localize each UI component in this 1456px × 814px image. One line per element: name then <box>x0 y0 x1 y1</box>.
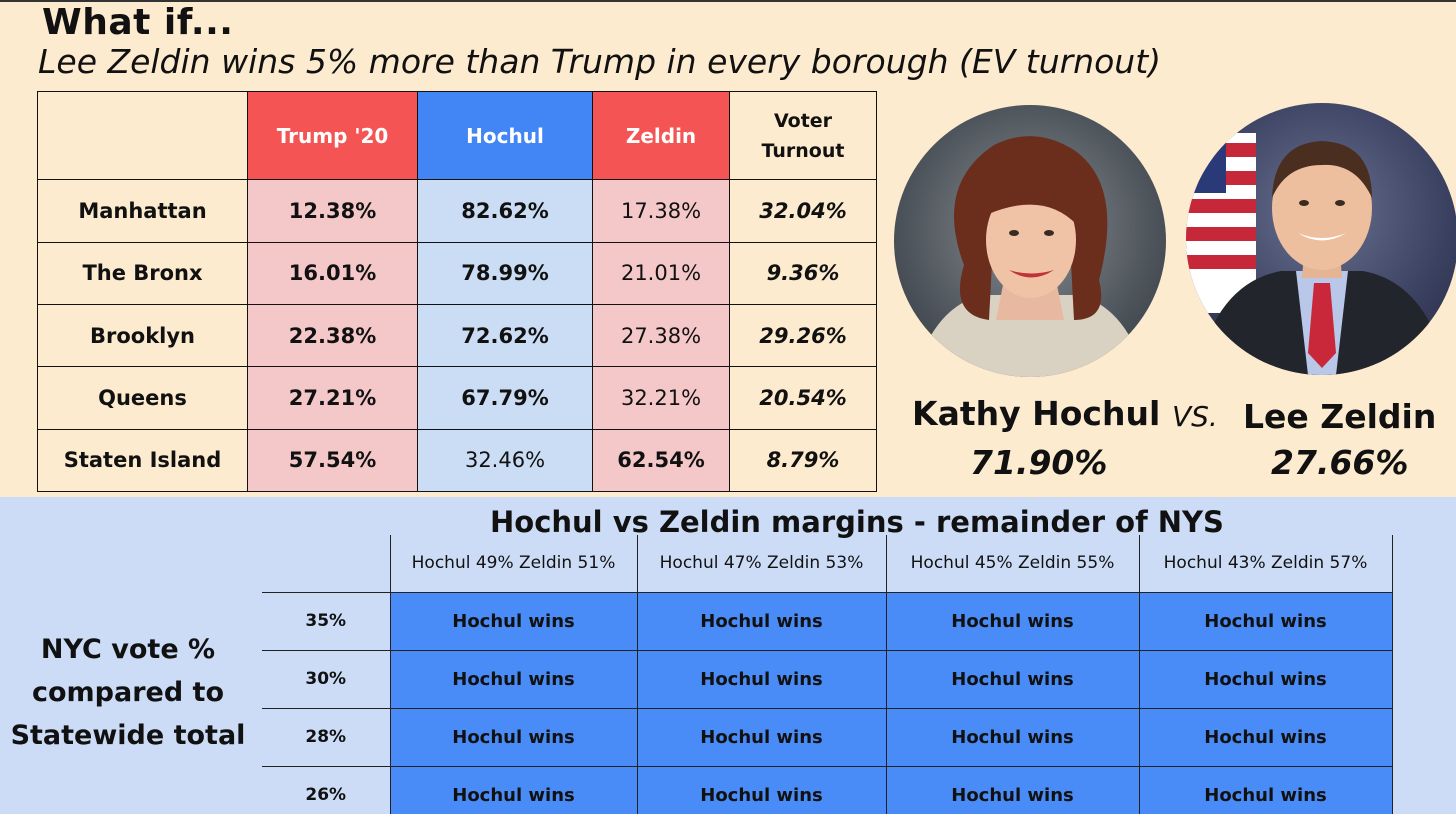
result-cell: Hochul wins <box>636 649 887 709</box>
hochul-pct: 67.79% <box>417 366 593 430</box>
table-row: 28% Hochul wins Hochul wins Hochul wins … <box>262 707 1393 767</box>
hochul-pct: 82.62% <box>417 179 593 243</box>
page-title: What if... <box>42 2 234 43</box>
table-row: The Bronx 16.01% 78.99% 21.01% 9.36% <box>37 241 877 306</box>
hochul-pct-total: 71.90% <box>970 443 1108 482</box>
turnout-pct: 9.36% <box>729 241 877 306</box>
table-row: 35% Hochul wins Hochul wins Hochul wins … <box>262 591 1393 651</box>
margin-scenario-header: Hochul 47% Zeldin 53% <box>636 535 887 592</box>
margins-table: Hochul 49% Zeldin 51% Hochul 47% Zeldin … <box>262 535 1393 814</box>
nyc-vote-pct: 28% <box>262 707 390 766</box>
result-cell: Hochul wins <box>1138 707 1393 767</box>
us-flag-icon <box>1186 133 1256 313</box>
zeldin-pct: 32.21% <box>592 366 730 430</box>
zeldin-portrait-image <box>1186 133 1448 375</box>
hochul-portrait-image <box>914 136 1146 377</box>
result-cell: Hochul wins <box>389 765 638 814</box>
borough-results-table: Trump '20 Hochul Zeldin Voter Turnout Man… <box>37 90 877 493</box>
borough-name: Queens <box>37 366 248 430</box>
margins-title: Hochul vs Zeldin margins - remainder of … <box>490 505 1224 539</box>
zeldin-portrait <box>1186 103 1456 375</box>
hochul-portrait <box>894 105 1166 377</box>
table-row: 26% Hochul wins Hochul wins Hochul wins … <box>262 765 1393 814</box>
table-row: Staten Island 57.54% 32.46% 62.54% 8.79% <box>37 428 877 493</box>
nyc-vote-share-label: NYC vote % compared to Statewide total <box>8 628 248 757</box>
nyc-vote-pct: 35% <box>262 591 390 650</box>
borough-table-header-row: Trump '20 Hochul Zeldin Voter Turnout <box>37 90 877 181</box>
zeldin-pct: 62.54% <box>592 428 730 493</box>
hochul-pct: 78.99% <box>417 241 593 306</box>
nyc-vote-pct: 30% <box>262 649 390 708</box>
borough-name: Manhattan <box>37 179 248 243</box>
side-label-line1: NYC vote % <box>40 634 216 665</box>
table-row: 30% Hochul wins Hochul wins Hochul wins … <box>262 649 1393 709</box>
margins-header-blank <box>262 535 390 592</box>
vs-label: VS. <box>1172 400 1218 433</box>
margin-scenario-header: Hochul 45% Zeldin 55% <box>885 535 1140 592</box>
header-zeldin: Zeldin <box>592 90 730 181</box>
trump-pct: 12.38% <box>247 179 418 243</box>
header-voter-turnout-line2: Turnout <box>761 139 845 162</box>
result-cell: Hochul wins <box>636 591 887 651</box>
result-cell: Hochul wins <box>1138 765 1393 814</box>
header-voter-turnout-line1: Voter <box>773 109 833 132</box>
zeldin-pct: 27.38% <box>592 304 730 368</box>
nyc-vote-pct: 26% <box>262 765 390 814</box>
result-cell: Hochul wins <box>389 707 638 767</box>
table-row: Queens 27.21% 67.79% 32.21% 20.54% <box>37 366 877 430</box>
hochul-pct: 32.46% <box>417 428 593 493</box>
side-label-line3: Statewide total <box>10 720 246 751</box>
table-row: Manhattan 12.38% 82.62% 17.38% 32.04% <box>37 179 877 243</box>
result-cell: Hochul wins <box>1138 649 1393 709</box>
margins-header-row: Hochul 49% Zeldin 51% Hochul 47% Zeldin … <box>262 535 1393 592</box>
borough-name: Staten Island <box>37 428 248 493</box>
trump-pct: 57.54% <box>247 428 418 493</box>
result-cell: Hochul wins <box>885 591 1140 651</box>
result-cell: Hochul wins <box>636 707 887 767</box>
result-cell: Hochul wins <box>1138 591 1393 651</box>
result-cell: Hochul wins <box>389 649 638 709</box>
trump-pct: 27.21% <box>247 366 418 430</box>
header-hochul: Hochul <box>417 90 593 181</box>
header-blank-cell <box>37 90 248 181</box>
header-voter-turnout: Voter Turnout <box>729 90 877 181</box>
margin-scenario-header: Hochul 49% Zeldin 51% <box>389 535 638 592</box>
turnout-pct: 29.26% <box>729 304 877 368</box>
turnout-pct: 32.04% <box>729 179 877 243</box>
zeldin-name: Lee Zeldin <box>1243 397 1437 436</box>
borough-name: Brooklyn <box>37 304 248 368</box>
borough-name: The Bronx <box>37 241 248 306</box>
result-cell: Hochul wins <box>636 765 887 814</box>
result-cell: Hochul wins <box>885 765 1140 814</box>
result-cell: Hochul wins <box>389 591 638 651</box>
zeldin-pct: 17.38% <box>592 179 730 243</box>
turnout-pct: 20.54% <box>729 366 877 430</box>
table-row: Brooklyn 22.38% 72.62% 27.38% 29.26% <box>37 304 877 368</box>
turnout-pct: 8.79% <box>729 428 877 493</box>
hochul-name: Kathy Hochul <box>912 394 1161 433</box>
hochul-pct: 72.62% <box>417 304 593 368</box>
margin-scenario-header: Hochul 43% Zeldin 57% <box>1138 535 1393 592</box>
result-cell: Hochul wins <box>885 707 1140 767</box>
trump-pct: 16.01% <box>247 241 418 306</box>
header-trump: Trump '20 <box>247 90 418 181</box>
trump-pct: 22.38% <box>247 304 418 368</box>
zeldin-pct-total: 27.66% <box>1271 443 1409 482</box>
result-cell: Hochul wins <box>885 649 1140 709</box>
page-subtitle: Lee Zeldin wins 5% more than Trump in ev… <box>38 42 1162 81</box>
side-label-line2: compared to <box>31 677 225 708</box>
zeldin-pct: 21.01% <box>592 241 730 306</box>
